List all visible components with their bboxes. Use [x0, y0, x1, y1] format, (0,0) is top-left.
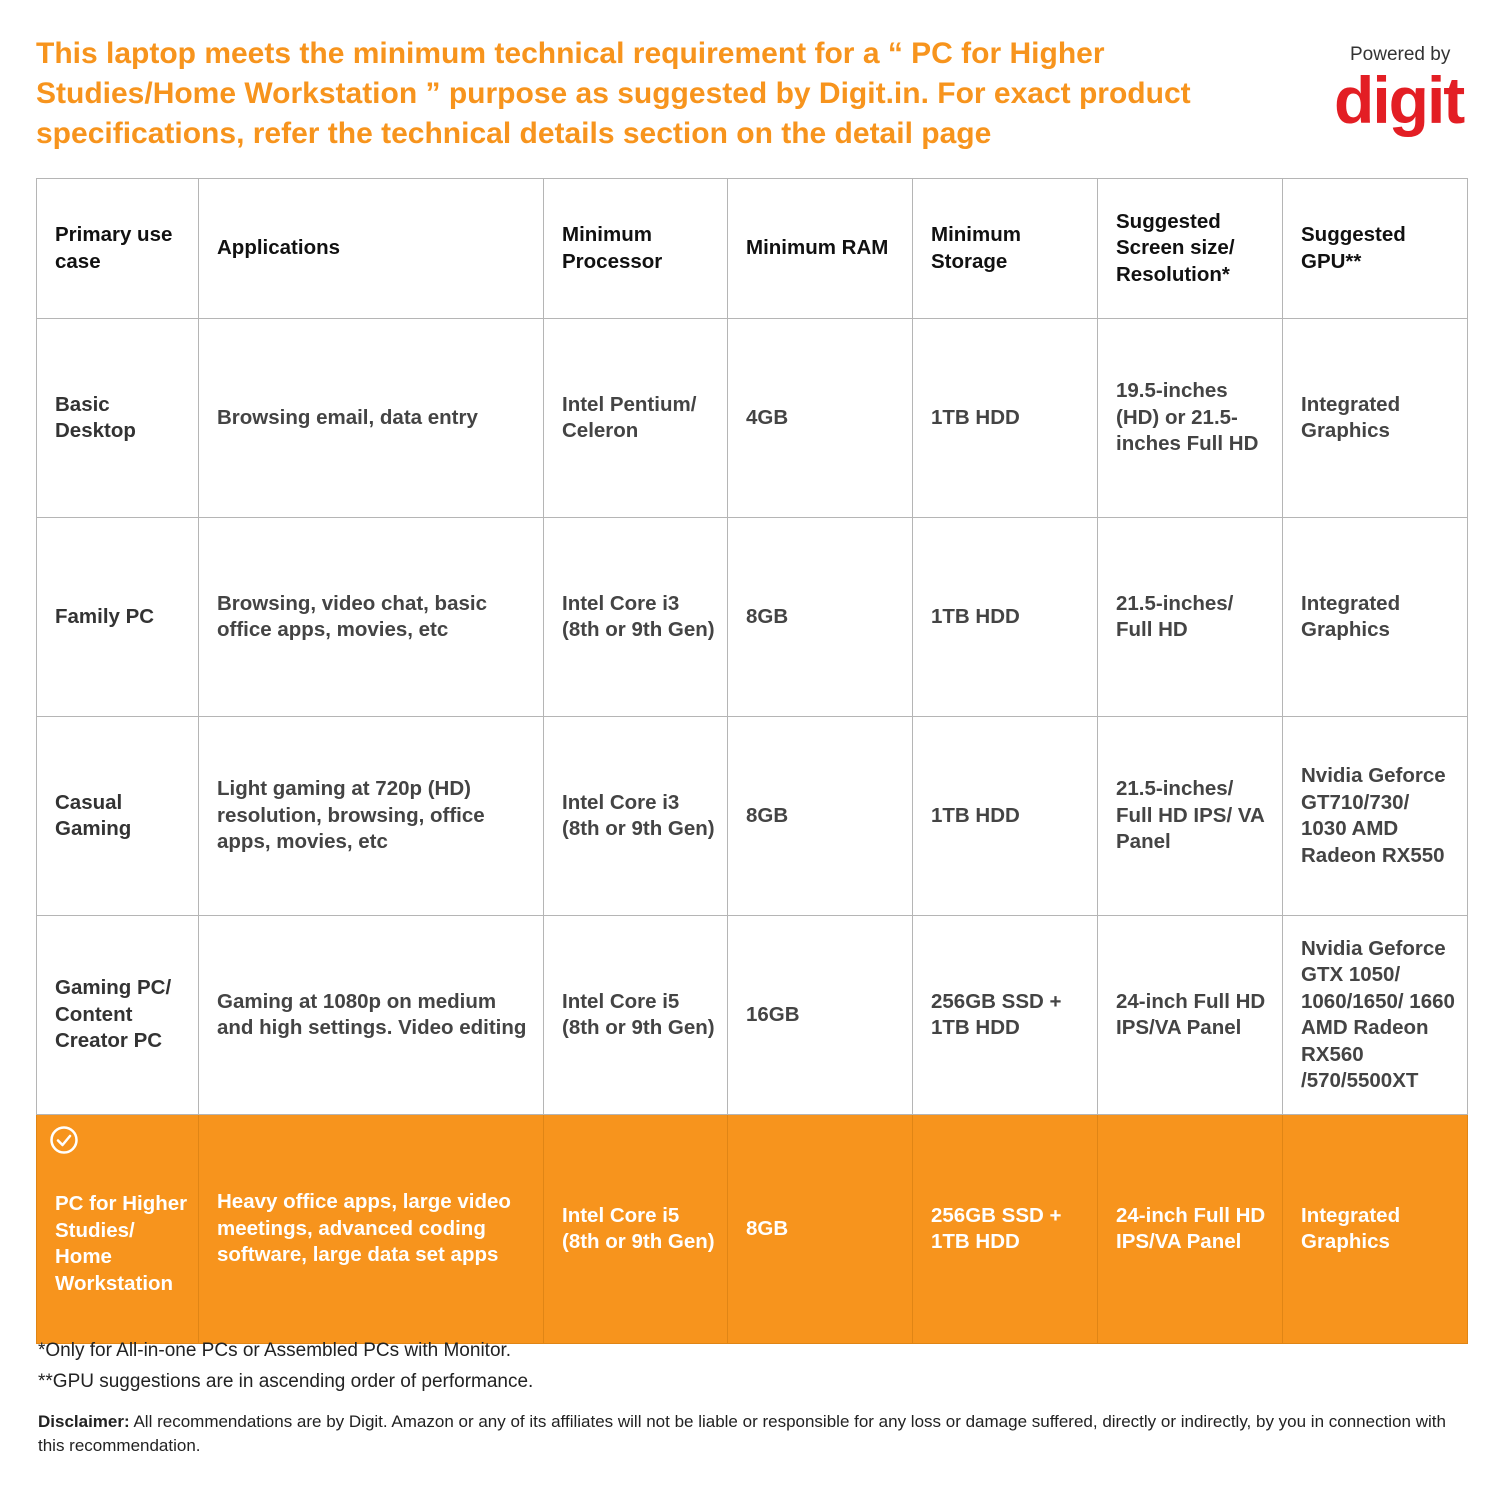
footnote: *Only for All-in-one PCs or Assembled PC… [38, 1340, 512, 1361]
brand-logo: digit [1334, 63, 1465, 137]
table-cell: Intel Pentium/ Celeron [543, 318, 728, 518]
table-cell: Light gaming at 720p (HD) resolution, br… [198, 716, 544, 916]
table-cell: Nvidia Geforce GT710/730/ 1030 AMD Radeo… [1282, 716, 1468, 916]
table-cell: Intel Core i5 (8th or 9th Gen) [543, 915, 728, 1115]
table-cell: 8GB [727, 1114, 913, 1344]
table-cell: Browsing email, data entry [198, 318, 544, 518]
table-cell: 1TB HDD [912, 716, 1098, 916]
column-header: Applications [198, 178, 544, 319]
table-cell: 21.5-inches/ Full HD [1097, 517, 1283, 717]
table-cell: Casual Gaming [36, 716, 199, 916]
table-cell: Heavy office apps, large video meetings,… [198, 1114, 544, 1344]
disclaimer-label: Disclaimer: [38, 1412, 130, 1431]
table-cell: 8GB [727, 716, 913, 916]
table-cell: 1TB HDD [912, 318, 1098, 518]
powered-by: Powered by [1350, 44, 1451, 65]
column-header: Primary use case [36, 178, 199, 319]
footnote: **GPU suggestions are in ascending order… [38, 1371, 534, 1392]
column-header: Suggested GPU** [1282, 178, 1468, 319]
table-cell: 16GB [727, 915, 913, 1115]
table-cell: Integrated Graphics [1282, 517, 1468, 717]
table-cell: 256GB SSD + 1TB HDD [912, 915, 1098, 1115]
table-cell: Gaming at 1080p on medium and high setti… [198, 915, 544, 1115]
spec-table: Primary use case Applications Minimum Proc… [36, 178, 1468, 1344]
disclaimer: Disclaimer: All recommendations are by D… [38, 1410, 1458, 1458]
table-cell: 24-inch Full HD IPS/VA Panel [1097, 1114, 1283, 1344]
check-icon [50, 1126, 78, 1154]
table-cell: 21.5-inches/ Full HD IPS/ VA Panel [1097, 716, 1283, 916]
table-cell: 4GB [727, 318, 913, 518]
disclaimer-text: All recommendations are by Digit. Amazon… [38, 1412, 1446, 1455]
table-cell: 19.5-inches (HD) or 21.5-inches Full HD [1097, 318, 1283, 518]
table-row: Basic Desktop Browsing email, data entry I… [36, 318, 1468, 518]
table-cell: Browsing, video chat, basic office apps,… [198, 517, 544, 717]
table-cell: PC for Higher Studies/ Home Workstation [36, 1114, 199, 1344]
table-cell: Integrated Graphics [1282, 318, 1468, 518]
column-header: Minimum Storage [912, 178, 1098, 319]
table-cell: Gaming PC/ Content Creator PC [36, 915, 199, 1115]
table-row: Gaming PC/ Content Creator PC Gaming at 1… [36, 915, 1468, 1115]
table-cell: 1TB HDD [912, 517, 1098, 717]
column-header: Minimum RAM [727, 178, 913, 319]
table-row: Casual Gaming Light gaming at 720p (HD) r… [36, 716, 1468, 916]
column-header: Minimum Processor [543, 178, 728, 319]
header-row: Primary use case Applications Minimum Proc… [36, 178, 1468, 319]
table-cell: Basic Desktop [36, 318, 199, 518]
table-cell: 24-inch Full HD IPS/VA Panel [1097, 915, 1283, 1115]
column-header: Suggested Screen size/ Resolution* [1097, 178, 1283, 319]
table-cell: Intel Core i3 (8th or 9th Gen) [543, 517, 728, 717]
table-cell: Family PC [36, 517, 199, 717]
table-cell: Integrated Graphics [1282, 1114, 1468, 1344]
table-row: PC for Higher Studies/ Home Workstation H… [36, 1114, 1468, 1344]
table-cell: Nvidia Geforce GTX 1050/ 1060/1650/ 1660… [1282, 915, 1468, 1115]
table-cell: Intel Core i3 (8th or 9th Gen) [543, 716, 728, 916]
table-row: Family PC Browsing, video chat, basic off… [36, 517, 1468, 717]
table-cell: 256GB SSD + 1TB HDD [912, 1114, 1098, 1344]
table-cell: 8GB [727, 517, 913, 717]
title: This laptop meets the minimum technical … [36, 37, 1191, 150]
table-cell: Intel Core i5 (8th or 9th Gen) [543, 1114, 728, 1344]
